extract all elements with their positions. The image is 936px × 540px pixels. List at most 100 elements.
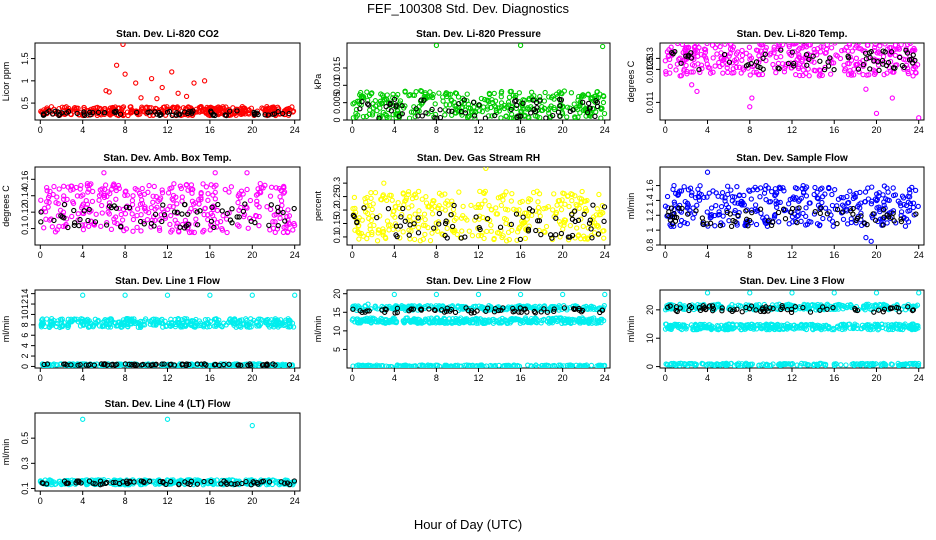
- data-point: [769, 324, 775, 331]
- reference-point: [513, 211, 520, 217]
- data-point: [578, 94, 585, 100]
- reference-point: [388, 108, 394, 114]
- data-point: [556, 219, 563, 225]
- data-point: [422, 303, 428, 310]
- reference-point: [429, 106, 435, 113]
- data-point: [890, 185, 896, 191]
- reference-point: [383, 103, 389, 110]
- data-point: [129, 317, 135, 324]
- data-point: [798, 195, 804, 201]
- plot-points: [38, 292, 298, 368]
- reference-point: [558, 230, 565, 237]
- data-point: [174, 104, 181, 110]
- data-point: [710, 55, 716, 61]
- reference-point: [850, 205, 856, 212]
- data-point: [281, 183, 287, 190]
- data-point: [705, 223, 711, 229]
- data-point: [472, 316, 479, 322]
- data-point: [712, 223, 718, 229]
- data-point: [806, 322, 813, 328]
- reference-point: [676, 205, 682, 211]
- x-tick-label: 20: [558, 125, 568, 135]
- data-point: [767, 199, 774, 205]
- plot-title: Stan. Dev. Line 1 Flow: [115, 276, 220, 287]
- data-point: [451, 217, 458, 224]
- data-point: [284, 213, 290, 220]
- data-point: [82, 222, 88, 228]
- x-tick-label: 24: [914, 125, 924, 135]
- data-point: [819, 199, 825, 206]
- x-tick-label: 20: [247, 373, 257, 383]
- reference-point: [567, 108, 573, 115]
- reference-point: [357, 106, 363, 112]
- reference-point: [443, 308, 450, 314]
- reference-point: [586, 100, 592, 107]
- data-point: [254, 198, 260, 204]
- data-point: [786, 324, 792, 331]
- y-tick-label: 1.5: [20, 52, 30, 65]
- data-point: [429, 211, 436, 217]
- data-point: [677, 55, 683, 61]
- data-point: [513, 105, 519, 112]
- reference-point: [735, 212, 741, 219]
- reference-point: [572, 208, 578, 214]
- data-point: [777, 199, 783, 206]
- data-point: [264, 320, 270, 326]
- reference-point: [413, 106, 419, 112]
- data-point: [174, 201, 180, 207]
- data-point: [488, 228, 494, 234]
- reference-point: [872, 217, 879, 223]
- data-point: [578, 236, 584, 242]
- data-point: [574, 203, 580, 209]
- data-point: [447, 363, 454, 368]
- reference-point: [671, 214, 678, 220]
- x-tick-label: 8: [123, 373, 128, 383]
- data-point: [168, 229, 174, 235]
- data-point: [561, 363, 567, 368]
- y-tick-label: 0.12: [20, 203, 30, 221]
- data-point: [369, 318, 375, 324]
- data-point: [223, 322, 229, 328]
- x-tick-label: 0: [663, 250, 668, 260]
- reference-point: [497, 224, 504, 230]
- data-point: [853, 220, 859, 226]
- reference-point: [726, 59, 733, 65]
- data-point: [419, 362, 425, 368]
- data-point: [75, 105, 81, 111]
- data-point: [469, 363, 476, 368]
- x-tick-label: 8: [123, 250, 128, 260]
- data-point: [478, 232, 484, 239]
- data-point: [559, 320, 565, 327]
- x-tick-label: 24: [600, 373, 610, 383]
- data-point: [839, 48, 845, 54]
- data-point: [60, 322, 66, 329]
- data-point: [478, 95, 485, 102]
- reference-point: [406, 232, 412, 238]
- data-point: [151, 183, 157, 190]
- data-point: [565, 193, 571, 199]
- reference-point: [81, 109, 87, 115]
- data-point: [488, 222, 494, 228]
- outlier-point: [159, 84, 165, 91]
- x-tick-label: 8: [747, 373, 752, 383]
- data-point: [662, 58, 668, 64]
- data-point: [436, 190, 443, 196]
- reference-point: [889, 214, 895, 220]
- outlier-point: [475, 291, 482, 298]
- data-point: [828, 56, 834, 62]
- data-point: [678, 72, 685, 79]
- reference-point: [410, 306, 417, 312]
- data-point: [590, 214, 597, 220]
- data-point: [270, 105, 276, 111]
- data-point: [213, 105, 220, 111]
- data-point: [837, 55, 844, 62]
- reference-point: [376, 115, 382, 120]
- data-point: [841, 62, 847, 68]
- data-point: [113, 196, 119, 202]
- reference-point: [589, 235, 595, 241]
- data-point: [134, 212, 140, 219]
- y-tick-label: 1: [20, 78, 30, 83]
- x-tick-label: 12: [162, 250, 172, 260]
- reference-point: [531, 308, 537, 315]
- data-point: [704, 209, 710, 215]
